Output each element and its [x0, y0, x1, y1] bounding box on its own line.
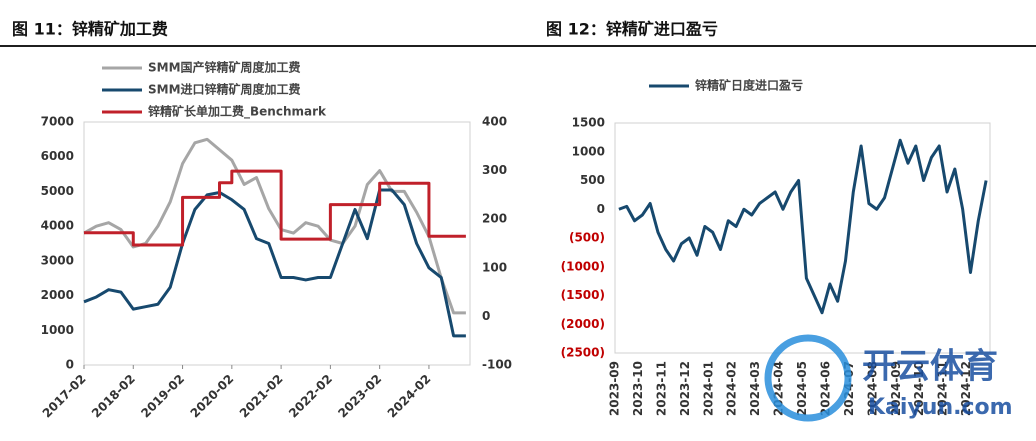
x-tick-label: 2022-02 [286, 372, 335, 421]
y-tick-label: 5000 [41, 184, 74, 198]
x-tick-label: 2023-12 [678, 361, 692, 416]
y-tick-label: 4000 [41, 219, 74, 233]
y-tick-label: (500) [569, 231, 605, 245]
y-tick-label: (2500) [561, 346, 605, 360]
y-tick-label: (1500) [561, 288, 605, 302]
series-line [83, 188, 466, 338]
x-tick-label: 2024-06 [818, 361, 832, 416]
y-tick-label: 3000 [41, 253, 74, 267]
x-tick-label: 2024-11 [936, 361, 950, 416]
legend-label: 锌精矿日度进口盈亏 [695, 78, 803, 93]
legend-label: SMM国产锌精矿周度加工费 [148, 60, 301, 75]
x-tick-label: 2023-09 [608, 361, 622, 416]
x-tick-label: 2017-02 [40, 372, 89, 421]
chart-title: 图 11：锌精矿加工费 [12, 20, 168, 39]
series-line [83, 137, 466, 315]
y-tick-label: 7000 [41, 115, 74, 129]
chart-title: 图 12：锌精矿进口盈亏 [546, 20, 718, 39]
x-tick-label: 2019-02 [138, 372, 187, 421]
y-tick-label: 0 [66, 358, 74, 372]
x-tick-label: 2024-08 [865, 361, 879, 416]
y-tick-label: 1500 [572, 116, 605, 130]
y2-tick-label: 200 [482, 212, 507, 226]
y-tick-label: (2000) [561, 317, 605, 331]
x-tick-label: 2024-01 [701, 361, 715, 416]
y2-tick-label: 400 [482, 115, 507, 129]
x-tick-label: 2024-09 [889, 361, 903, 416]
x-tick-label: 2024-02 [385, 372, 434, 421]
y-tick-label: (1000) [561, 259, 605, 273]
x-tick-label: 2024-10 [912, 361, 926, 416]
legend-label: 锌精矿长单加工费_Benchmark [148, 104, 327, 120]
x-tick-label: 2023-11 [654, 361, 668, 416]
x-tick-label: 2024-02 [725, 361, 739, 416]
x-tick-label: 2018-02 [89, 372, 138, 421]
y-tick-label: 500 [580, 173, 605, 187]
y-tick-label: 1000 [41, 323, 74, 337]
y-tick-label: 1000 [572, 144, 605, 158]
watermark-site: Kaiyun.com [868, 395, 1013, 420]
plot-frame [614, 122, 991, 354]
y2-tick-label: 100 [482, 260, 507, 274]
x-tick-label: 2024-05 [795, 361, 809, 416]
legend-label: SMM进口锌精矿周度加工费 [148, 82, 301, 97]
y-tick-label: 2000 [41, 288, 74, 302]
x-tick-label: 2024-12 [959, 361, 973, 416]
y2-tick-label: -100 [482, 358, 512, 372]
watermark: 开云体育 Kaiyun.com [764, 334, 1013, 422]
x-tick-label: 2023-02 [335, 372, 384, 421]
watermark-brand: 开云体育 [862, 347, 998, 387]
y-tick-label: 6000 [41, 149, 74, 163]
series-line [618, 138, 988, 315]
y2-tick-label: 300 [482, 163, 507, 177]
plot-frame [83, 121, 471, 366]
watermark-logo [764, 334, 852, 422]
series-line [84, 169, 466, 247]
x-tick-label: 2020-02 [188, 372, 237, 421]
y-tick-label: 0 [597, 202, 605, 216]
x-tick-label: 2024-03 [748, 361, 762, 416]
x-tick-label: 2023-10 [631, 361, 645, 416]
y2-tick-label: 0 [482, 309, 490, 323]
x-tick-label: 2021-02 [237, 372, 286, 421]
